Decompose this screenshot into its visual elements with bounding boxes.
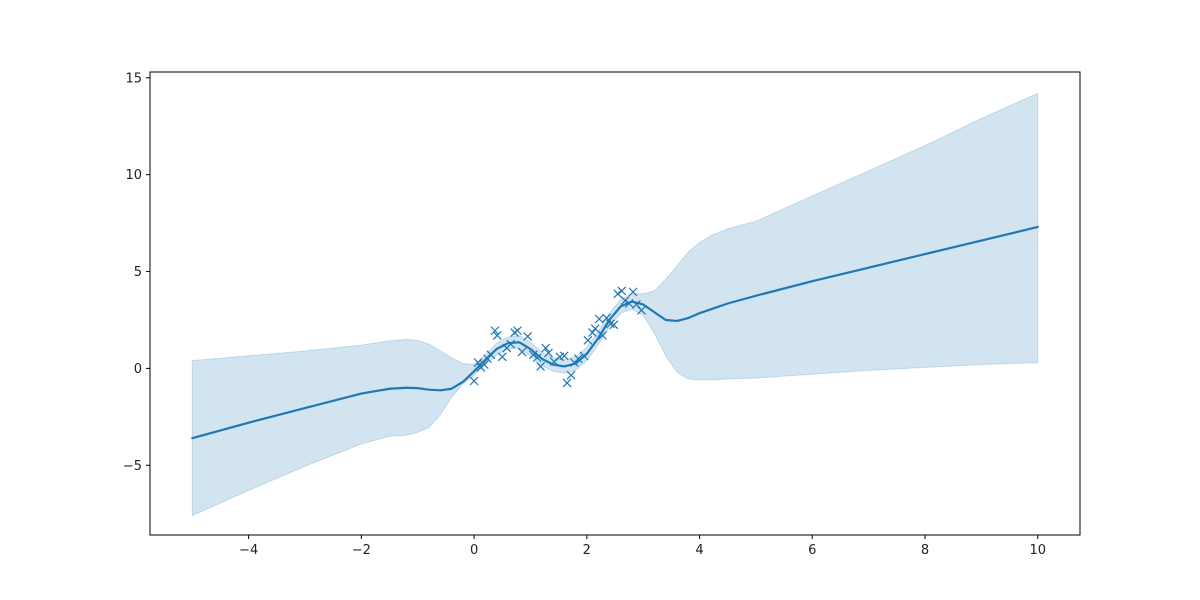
- observation-point: [473, 358, 483, 368]
- observation-point: [606, 319, 615, 329]
- observation-point: [637, 305, 646, 315]
- observation-point: [609, 320, 619, 330]
- y-tick-label: 15: [125, 71, 142, 86]
- x-tick-label: 10: [1029, 543, 1046, 558]
- observation-point: [588, 328, 597, 337]
- x-tick-label: −2: [352, 543, 371, 558]
- x-tick-label: −4: [239, 543, 258, 558]
- observation-point: [490, 326, 500, 336]
- observation-point: [573, 354, 583, 364]
- observation-point: [559, 351, 569, 361]
- observation-point: [513, 326, 522, 336]
- observation-point: [536, 362, 546, 371]
- observation-point: [598, 331, 608, 340]
- observation-point: [541, 343, 551, 353]
- observation-point: [620, 296, 630, 306]
- confidence-band-layer: [191, 92, 1039, 517]
- y-tick-label: −5: [123, 459, 142, 474]
- observation-point: [544, 348, 553, 358]
- observation-markers-layer: [469, 286, 646, 388]
- observation-point: [617, 286, 627, 296]
- observation-point: [594, 314, 604, 324]
- x-tick-label: 4: [695, 543, 703, 558]
- observation-point: [566, 370, 576, 380]
- observation-point: [517, 347, 527, 357]
- observation-point: [613, 289, 623, 299]
- y-tick-label: 10: [125, 168, 142, 183]
- y-tick-label: 0: [134, 362, 142, 377]
- observation-point: [492, 331, 502, 340]
- plot-area-frame: [149, 71, 1081, 536]
- x-tick-label: 8: [921, 543, 929, 558]
- observation-point: [486, 350, 496, 360]
- mean-line: [191, 225, 1039, 440]
- observation-point: [528, 350, 538, 360]
- observation-point: [523, 332, 533, 341]
- observation-point: [506, 339, 516, 349]
- confidence-band: [191, 92, 1039, 517]
- x-tick-label: 0: [470, 543, 478, 558]
- observation-point: [624, 299, 634, 308]
- observation-point: [583, 335, 593, 345]
- mean-line-layer: [191, 225, 1039, 440]
- observation-point: [562, 378, 572, 388]
- x-axis-ticks: −4 −2 0 2 4 6 8 10: [239, 535, 1046, 558]
- observation-point: [469, 376, 479, 386]
- observation-point: [602, 313, 611, 323]
- observation-point: [590, 324, 600, 334]
- observation-point: [532, 353, 542, 363]
- x-tick-label: 6: [808, 543, 816, 558]
- observation-point: [497, 352, 507, 362]
- observation-point: [628, 287, 638, 297]
- observation-point: [479, 360, 489, 369]
- observation-point: [579, 351, 589, 361]
- y-tick-label: 5: [134, 265, 142, 280]
- x-tick-label: 2: [583, 543, 591, 558]
- y-axis-ticks: −5 0 5 10 15: [123, 71, 150, 474]
